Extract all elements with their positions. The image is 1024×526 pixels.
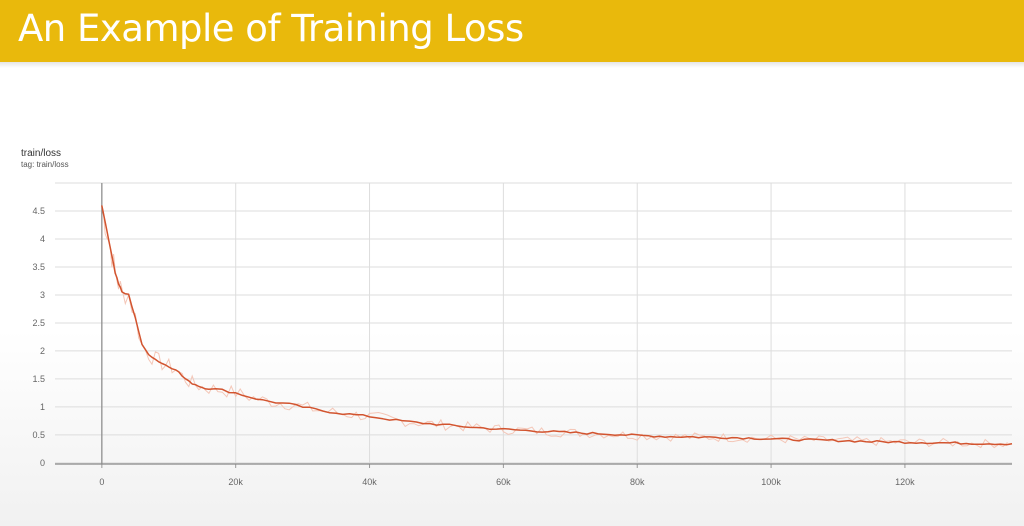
y-tick-label: 0.5 [32,430,45,440]
x-tick-label: 80k [630,477,645,487]
x-tick-label: 20k [228,477,243,487]
y-tick-label: 2.5 [32,318,45,328]
x-tick-label: 0 [99,477,104,487]
x-tick-label: 120k [895,477,915,487]
y-tick-label: 3.5 [32,262,45,272]
y-tick-label: 3 [40,290,45,300]
y-tick-label: 0 [40,458,45,468]
x-tick-label: 40k [362,477,377,487]
chart-title: train/loss [21,148,62,159]
x-tick-label: 100k [761,477,781,487]
y-tick-label: 1.5 [32,374,45,384]
x-tick-label: 60k [496,477,511,487]
title-banner: An Example of Training Loss [0,0,1024,62]
y-tick-label: 2 [40,346,45,356]
banner-shadow [0,62,1024,68]
slide-title: An Example of Training Loss [18,7,524,50]
smoothed-loss-line [101,205,1013,446]
y-tick-label: 1 [40,402,45,412]
y-tick-label: 4 [40,234,45,244]
raw-loss-line [101,205,1008,449]
y-tick-label: 4.5 [32,206,45,216]
chart-tag: tag: train/loss [21,160,69,169]
